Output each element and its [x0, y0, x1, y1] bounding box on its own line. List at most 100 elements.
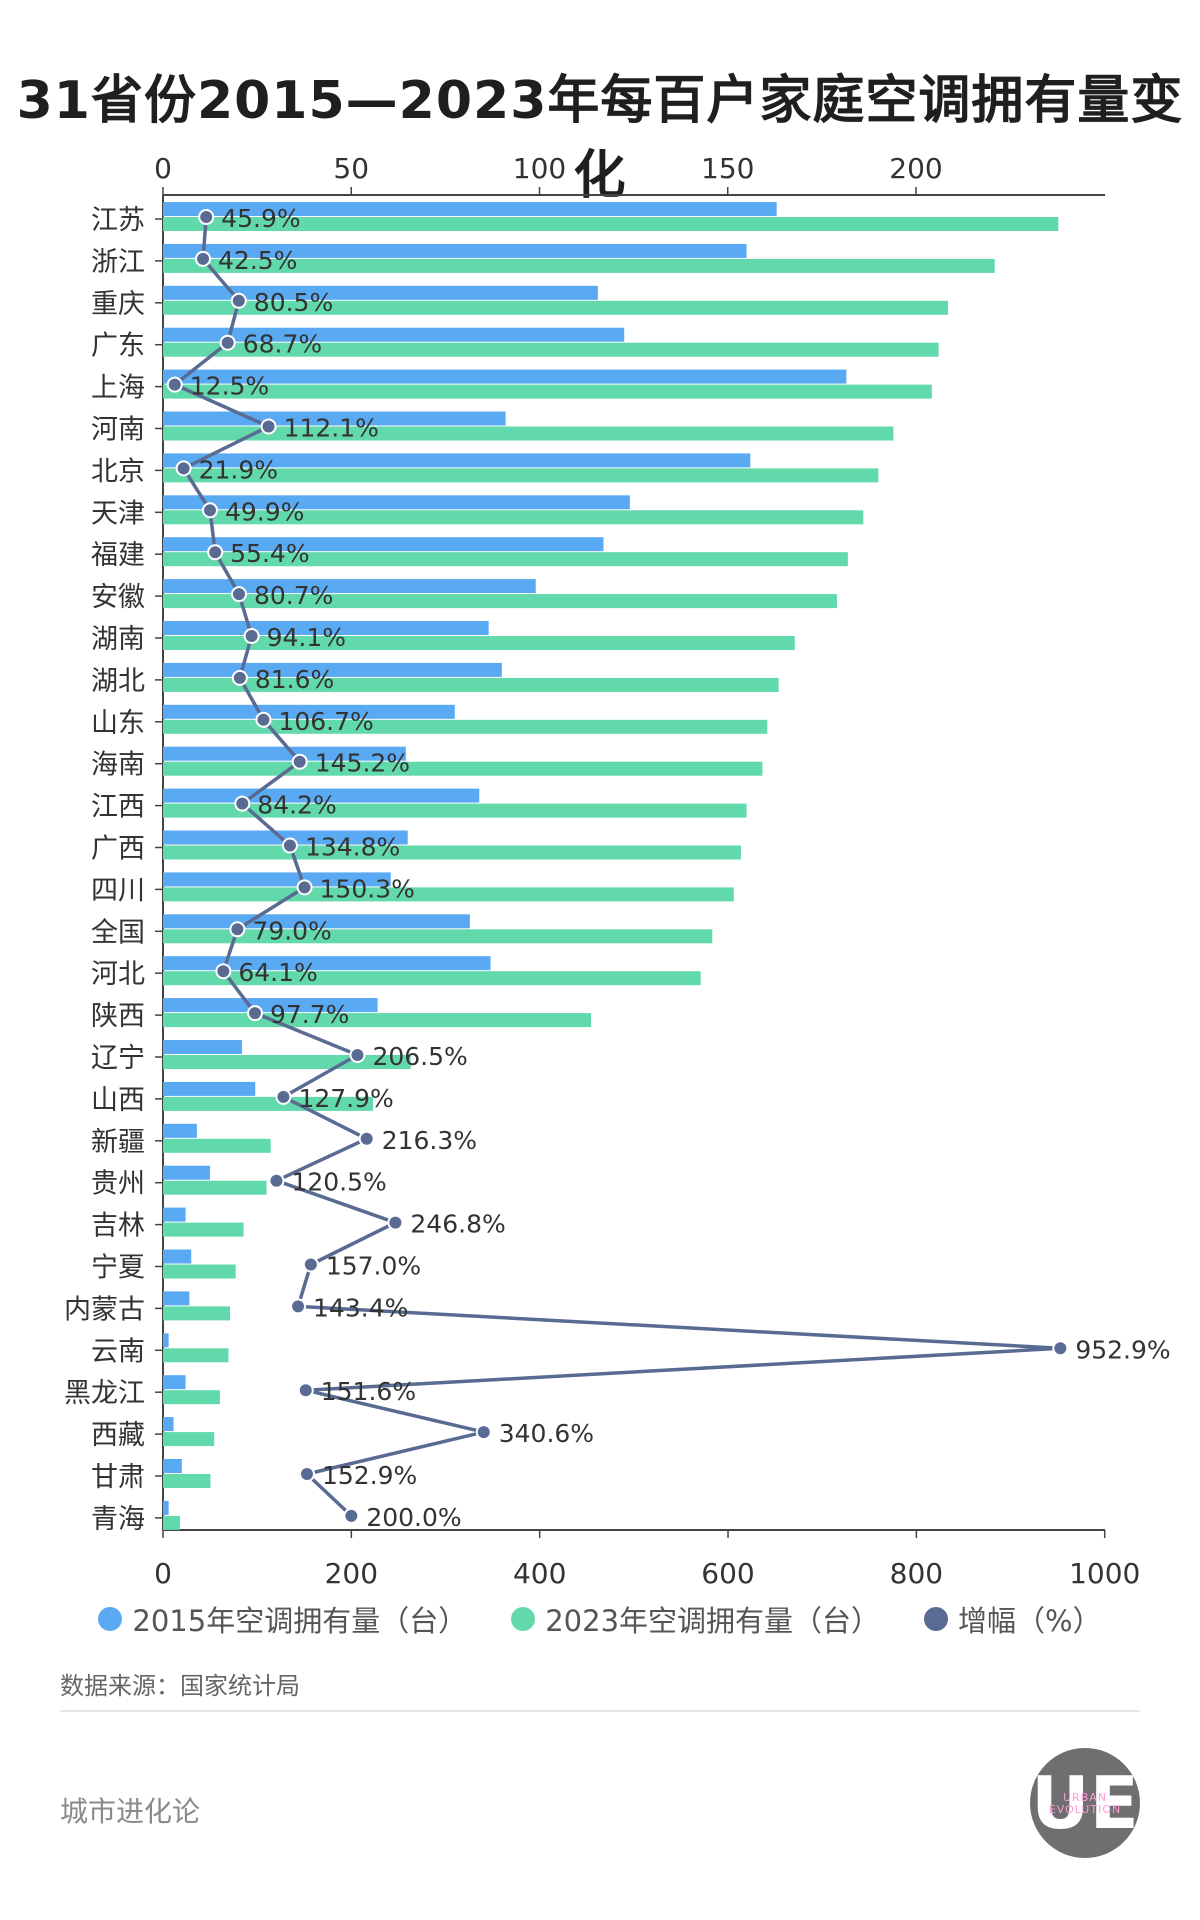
legend-item-2023[interactable]: 2023年空调拥有量（台）: [511, 1598, 880, 1640]
category-label: 辽宁: [91, 1043, 145, 1074]
category-label: 内蒙古: [64, 1294, 145, 1325]
bar-line-chart: 0 50 100 150 200 0 200 400 600 800 1000 江苏浙江重庆广东上海河…: [64, 152, 1171, 1590]
growth-data-label: 127.9%: [298, 1084, 393, 1113]
bar-2015: [163, 285, 598, 300]
bar-2023: [163, 1390, 220, 1405]
category-label: 浙江: [91, 247, 145, 278]
brand-logo-subtitle: URBAN EVOLUTION: [1048, 1791, 1122, 1816]
growth-data-label: 68.7%: [243, 330, 322, 359]
bar-2015: [163, 243, 747, 258]
category-label: 河北: [91, 959, 145, 990]
category-label: 广西: [91, 834, 145, 865]
bar-2023: [163, 636, 795, 650]
bar-2023: [163, 300, 949, 315]
growth-data-label: 21.9%: [199, 455, 278, 484]
bar-2015: [163, 956, 491, 971]
bar-2023: [163, 1264, 236, 1279]
bar-2015: [163, 537, 604, 552]
top-axis-tick-label: 50: [333, 152, 369, 185]
growth-data-label: 55.4%: [230, 539, 309, 568]
growth-point: [201, 502, 218, 519]
legend-item-2015[interactable]: 2015年空调拥有量（台）: [98, 1598, 467, 1640]
growth-data-label: 106.7%: [278, 707, 373, 736]
category-label: 吉林: [91, 1211, 145, 1242]
growth-data-label: 151.6%: [321, 1377, 416, 1406]
brand-name: 城市进化论: [60, 1795, 201, 1828]
legend-item-growth[interactable]: 增幅（%）: [924, 1598, 1102, 1640]
category-label: 贵州: [91, 1169, 145, 1200]
bar-2023: [163, 1096, 374, 1111]
bar-2023: [163, 719, 768, 734]
bar-2015: [163, 1291, 190, 1306]
growth-data-label: 81.6%: [255, 665, 334, 694]
category-label: 新疆: [91, 1127, 145, 1158]
bar-2023: [163, 971, 701, 986]
growth-point: [198, 209, 215, 225]
bar-2015: [163, 327, 625, 342]
growth-data-label: 97.7%: [270, 1000, 349, 1029]
growth-data-label: 112.1%: [284, 414, 379, 443]
growth-point: [343, 1507, 360, 1524]
category-label: 江西: [91, 792, 145, 823]
bar-2015: [163, 1375, 186, 1390]
growth-point: [298, 1466, 315, 1482]
bar-2015: [163, 1207, 186, 1222]
bar-2023: [163, 594, 837, 609]
bar-2015: [163, 1333, 169, 1348]
bar-2023: [163, 929, 713, 944]
top-axis-tick-label: 0: [154, 152, 172, 185]
legend-label-growth: 增幅（%）: [958, 1604, 1102, 1638]
bar-2015: [163, 369, 847, 384]
growth-data-label: 42.5%: [218, 246, 297, 275]
brand-logo-mark: UE: [1031, 1761, 1139, 1845]
bar-2023: [163, 552, 848, 567]
growth-data-label: 120.5%: [291, 1168, 386, 1197]
bar-2023: [163, 677, 779, 692]
bar-2015: [163, 662, 502, 677]
legend-label-2023: 2023年空调拥有量（台）: [545, 1604, 881, 1638]
growth-data-label: 79.0%: [252, 916, 331, 945]
category-label: 河南: [91, 415, 145, 446]
growth-data-label: 246.8%: [410, 1210, 505, 1239]
category-label: 山西: [91, 1085, 145, 1116]
growth-point: [387, 1214, 404, 1231]
bottom-axis-tick-label: 800: [890, 1557, 943, 1590]
category-label: 安徽: [91, 582, 145, 613]
top-axis-tick-label: 100: [513, 152, 566, 185]
growth-point: [275, 1088, 292, 1105]
bar-2015: [163, 1249, 192, 1264]
growth-data-label: 216.3%: [382, 1126, 477, 1155]
growth-point: [290, 1298, 307, 1315]
category-label: 重庆: [91, 289, 145, 320]
brand-logo: UE URBAN EVOLUTION: [1030, 1748, 1140, 1858]
bar-2015: [163, 1040, 243, 1054]
growth-point: [349, 1047, 366, 1063]
growth-point: [260, 418, 277, 435]
growth-data-label: 64.1%: [238, 958, 317, 987]
data-source: 数据来源：国家统计局: [60, 1672, 300, 1700]
bar-2023: [163, 1432, 215, 1447]
growth-data-label: 49.9%: [225, 497, 304, 526]
category-label: 甘肃: [91, 1462, 145, 1493]
growth-point: [175, 460, 192, 477]
bar-2015: [163, 453, 751, 468]
growth-data-label: 145.2%: [315, 749, 410, 778]
bar-2015: [163, 1459, 182, 1473]
bar-2015: [163, 202, 777, 216]
category-label: 云南: [91, 1336, 145, 1367]
bar-2023: [163, 1306, 231, 1321]
bar-2023: [163, 803, 747, 818]
bar-2015: [163, 704, 455, 719]
growth-data-label: 12.5%: [190, 372, 269, 401]
bar-2023: [163, 1474, 211, 1488]
bar-2023: [163, 426, 894, 441]
bar-2015: [163, 1081, 256, 1096]
growth-point: [219, 334, 236, 351]
growth-point: [296, 879, 313, 896]
growth-data-label: 84.2%: [257, 791, 336, 820]
category-label: 湖南: [91, 624, 145, 655]
growth-point: [255, 711, 272, 728]
bar-2023: [163, 1222, 244, 1237]
growth-point: [231, 669, 248, 686]
category-label: 广东: [91, 331, 145, 362]
